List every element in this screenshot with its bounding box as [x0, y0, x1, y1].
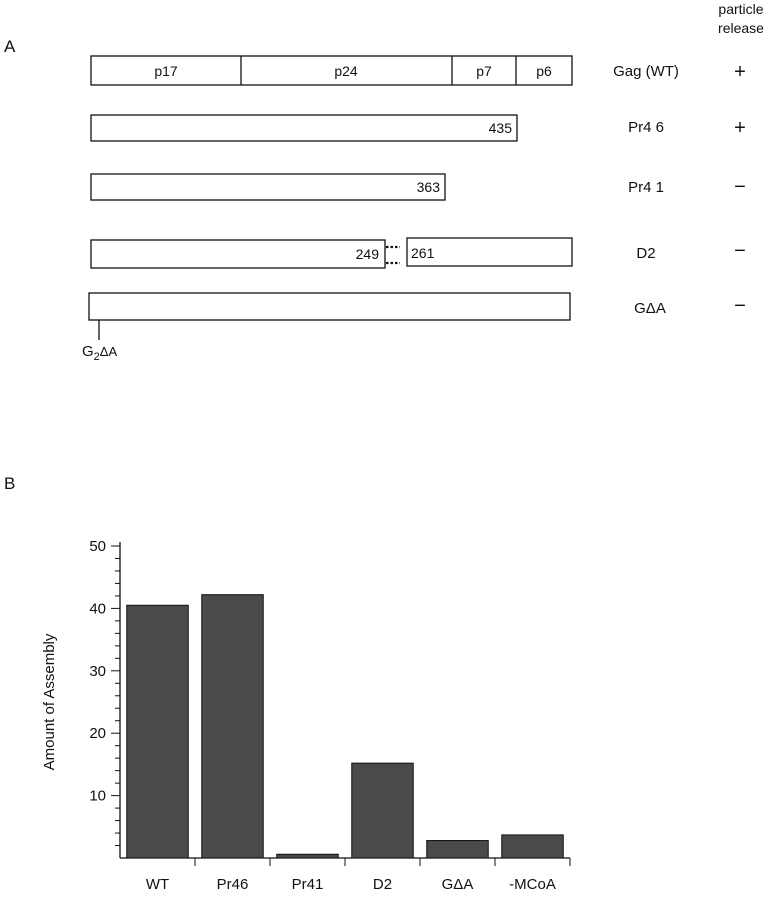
y-tick-label: 40 [89, 600, 106, 617]
x-tick-label: Pr46 [217, 876, 249, 893]
mutation-label: G2ΔA [82, 343, 117, 363]
release-sign: − [734, 240, 746, 262]
segment-p17: p17 [154, 63, 178, 79]
bar [501, 834, 564, 859]
construct-name: Pr4 6 [628, 119, 664, 136]
y-axis-title: Amount of Assembly [41, 633, 58, 770]
header-particle: particle [718, 1, 763, 17]
construct-gag-wt: p17 p24 p7 p6 Gag (WT) + [90, 55, 746, 86]
gag-wt-box [90, 55, 573, 86]
d2-right-box [406, 237, 573, 267]
segment-p6: p6 [536, 63, 552, 79]
release-sign: + [734, 117, 746, 139]
x-tick-label: Pr41 [292, 876, 324, 893]
x-tick-label: D2 [373, 876, 392, 893]
construct-pr46: 435 Pr4 6 + [90, 114, 746, 142]
panel-a-label: A [4, 37, 16, 56]
construct-name: GΔA [634, 300, 666, 317]
y-tick-label: 10 [89, 788, 106, 805]
construct-name: D2 [636, 245, 655, 262]
end-label-363: 363 [417, 179, 441, 195]
segment-p7: p7 [476, 63, 492, 79]
pr41-box [90, 173, 446, 201]
gda-box [88, 292, 571, 321]
bar [276, 853, 339, 859]
construct-d2: 249 261 D2 − [90, 237, 746, 269]
end-label-435: 435 [489, 120, 513, 136]
construct-name: Pr4 1 [628, 179, 664, 196]
bar-chart: 10 20 30 40 50 Amount of Assembly WT Pr46 Pr41 D2… [41, 538, 571, 893]
release-sign: − [734, 176, 746, 198]
construct-gda: G2ΔA GΔA − [82, 292, 746, 363]
d2-left-box [90, 239, 386, 269]
header-release: release [718, 20, 764, 36]
x-tick-label: WT [146, 876, 169, 893]
panel-b-label: B [4, 474, 15, 493]
release-sign: − [734, 295, 746, 317]
start-label-261: 261 [411, 245, 435, 261]
construct-pr41: 363 Pr4 1 − [90, 173, 746, 201]
bar [351, 762, 414, 859]
segment-p24: p24 [334, 63, 358, 79]
x-tick-label: GΔA [442, 876, 474, 893]
y-tick-label: 50 [89, 538, 106, 555]
y-tick-label: 30 [89, 663, 106, 680]
end-label-249: 249 [356, 246, 380, 262]
y-tick-label: 20 [89, 725, 106, 742]
release-sign: + [734, 61, 746, 83]
bar [201, 594, 264, 859]
x-tick-label: -MCoA [509, 876, 556, 893]
bar [426, 840, 489, 859]
bar [126, 604, 189, 859]
construct-name: Gag (WT) [613, 63, 679, 80]
pr46-box [90, 114, 518, 142]
